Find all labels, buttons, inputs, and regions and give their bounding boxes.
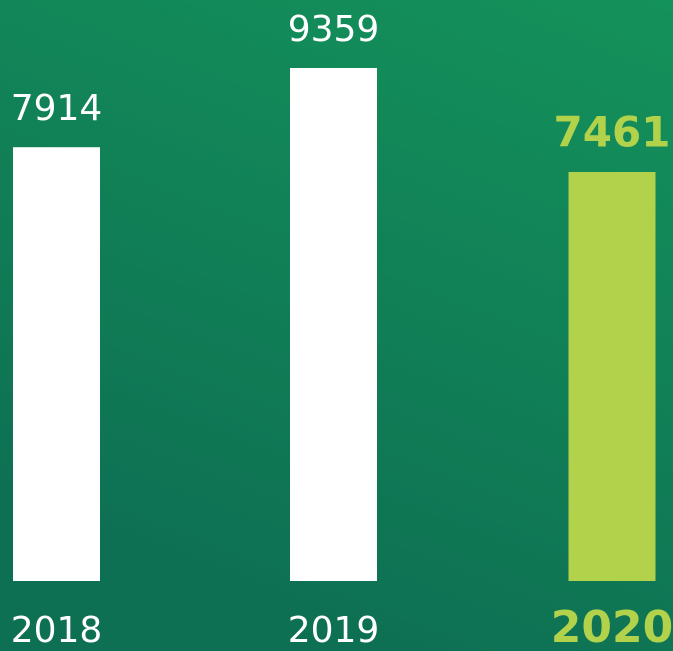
bar [290,68,377,581]
bar [13,147,100,582]
category-label: 2019 [288,610,380,651]
value-label: 9359 [288,9,380,50]
value-label: 7461 [554,108,671,157]
bar [568,172,656,581]
value-label: 7914 [11,88,103,129]
category-label: 2018 [11,610,103,651]
category-label: 2020 [551,602,673,651]
